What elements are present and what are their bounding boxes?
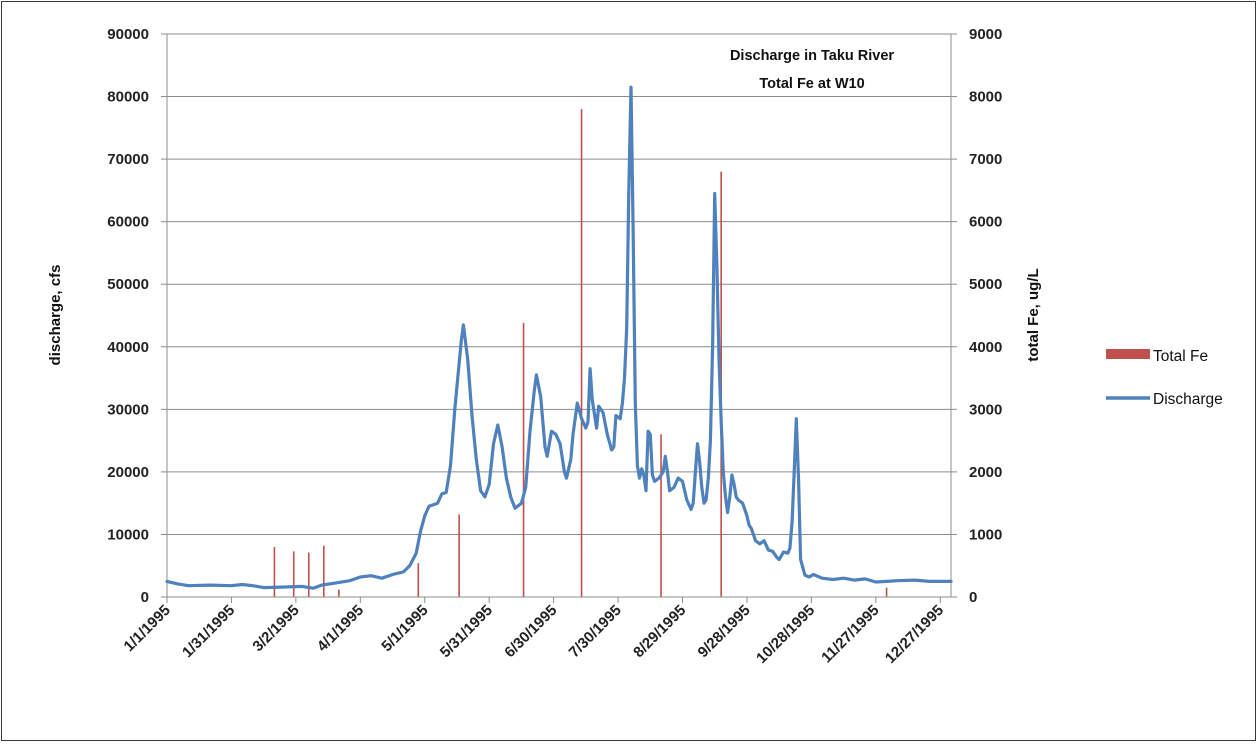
x-tick-label: 12/27/1995 <box>882 602 947 667</box>
x-tick-label: 8/29/1995 <box>630 602 689 661</box>
legend-label-total-fe: Total Fe <box>1153 348 1208 365</box>
y2-tick-label: 0 <box>969 589 977 606</box>
x-tick-label: 4/1/1995 <box>314 602 367 655</box>
chart-title-line-1: Discharge in Taku River <box>730 48 894 64</box>
axes <box>161 33 957 603</box>
y2-tick-label: 6000 <box>969 214 1002 231</box>
y-tick-label: 0 <box>141 589 149 606</box>
y-tick-label: 50000 <box>107 276 149 293</box>
x-tick-label: 7/30/1995 <box>566 602 625 661</box>
x-tick-label: 6/30/1995 <box>501 602 560 661</box>
discharge-series <box>165 85 953 590</box>
x-tick-label: 5/31/1995 <box>437 602 496 661</box>
y-tick-label: 40000 <box>107 339 149 356</box>
y2-tick-label: 7000 <box>969 151 1002 168</box>
chart-title-line-2: Total Fe at W10 <box>759 76 864 92</box>
y2-axis-title: total Fe, ug/L <box>1025 268 1042 361</box>
y-tick-label: 60000 <box>107 214 149 231</box>
y-tick-label: 70000 <box>107 151 149 168</box>
legend-label-discharge: Discharge <box>1153 391 1223 408</box>
y-tick-label: 90000 <box>107 26 149 43</box>
y-tick-label: 30000 <box>107 401 149 418</box>
y-tick-label: 80000 <box>107 89 149 106</box>
gridlines <box>167 33 951 535</box>
y-axis-title: discharge, cfs <box>47 265 64 366</box>
y2-tick-label: 8000 <box>969 89 1002 106</box>
x-tick-label: 3/2/1995 <box>249 602 302 655</box>
y2-tick-label: 9000 <box>969 26 1002 43</box>
y-tick-label: 10000 <box>107 526 149 543</box>
y-tick-label: 20000 <box>107 464 149 481</box>
y2-tick-label: 1000 <box>969 526 1002 543</box>
x-tick-label: 5/1/1995 <box>378 602 431 655</box>
y2-tick-label: 5000 <box>969 276 1002 293</box>
legend-swatch-total-fe <box>1106 349 1150 359</box>
x-tick-label: 9/28/1995 <box>695 602 754 661</box>
total-fe-bars <box>273 109 888 597</box>
discharge-line <box>165 85 953 590</box>
x-tick-label: 10/28/1995 <box>753 602 818 667</box>
y2-tick-label: 4000 <box>969 339 1002 356</box>
y2-tick-label: 3000 <box>969 401 1002 418</box>
y2-tick-label: 2000 <box>969 464 1002 481</box>
x-tick-label: 1/1/1995 <box>121 602 174 655</box>
legend: Total Fe Discharge <box>1106 348 1223 408</box>
x-tick-label: 1/31/1995 <box>179 602 238 661</box>
x-tick-label: 11/27/1995 <box>818 602 883 667</box>
